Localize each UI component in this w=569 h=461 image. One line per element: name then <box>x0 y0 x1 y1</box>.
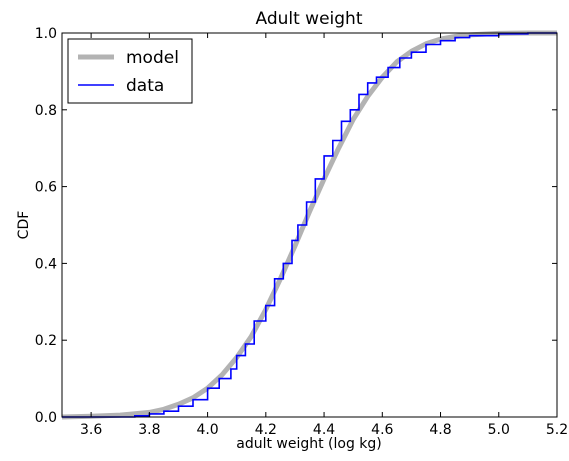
legend-label-model: model <box>126 48 179 68</box>
x-tick-label: 5.2 <box>546 422 568 438</box>
x-tick-label: 5.0 <box>488 422 510 438</box>
y-tick-label: 0.4 <box>35 256 57 272</box>
series-line-data <box>62 32 557 418</box>
y-tick-label: 0.8 <box>35 103 57 119</box>
y-tick-label: 0.0 <box>35 410 57 426</box>
x-tick-label: 4.8 <box>429 422 451 438</box>
legend: model data <box>67 38 193 104</box>
y-tick-label: 1.0 <box>35 26 57 42</box>
series-line-model <box>61 30 557 420</box>
x-axis-label: adult weight (log kg) <box>236 436 382 452</box>
y-tick-label: 0.6 <box>35 180 57 196</box>
y-axis-label: CDF <box>16 211 32 240</box>
y-tick-label: 0.2 <box>35 333 57 349</box>
legend-box <box>67 38 193 104</box>
x-tick-label: 3.8 <box>138 422 160 438</box>
x-tick-label: 3.6 <box>80 422 102 438</box>
axes: 3.6 3.8 4.0 4.2 4.4 4.6 4.8 5.0 5.2 0.0 0.2 0.4 0.6 0… <box>35 26 568 438</box>
x-tick-label: 4.0 <box>196 422 218 438</box>
plot-area <box>61 30 557 420</box>
x-tick-label: 4.2 <box>255 422 277 438</box>
x-tick-label: 4.6 <box>371 422 393 438</box>
legend-label-data: data <box>126 76 164 96</box>
axes-frame <box>61 32 558 418</box>
x-tick-label: 4.4 <box>313 422 335 438</box>
chart-title: Adult weight <box>255 9 362 29</box>
